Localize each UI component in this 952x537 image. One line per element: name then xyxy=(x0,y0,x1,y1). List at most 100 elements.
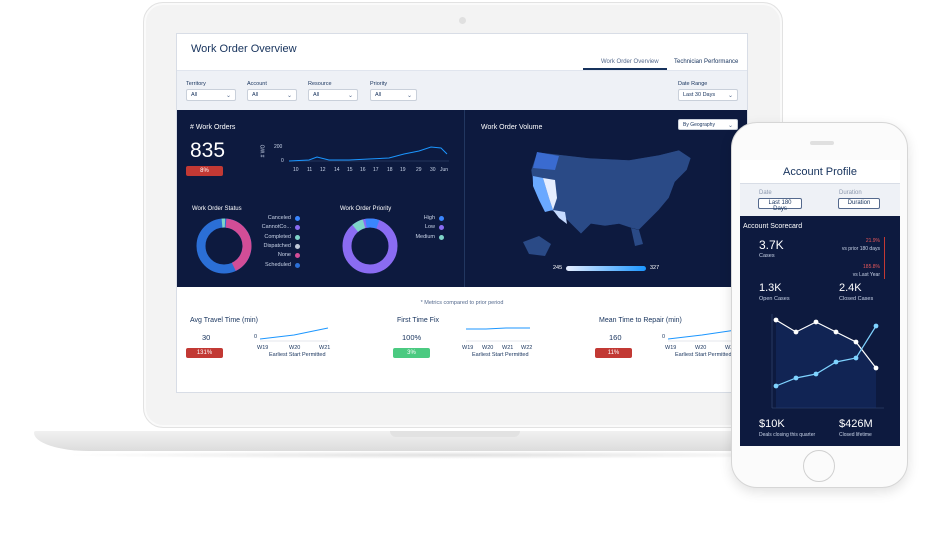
legend-dot xyxy=(439,235,444,240)
filter-territory-select[interactable]: All ⌄ xyxy=(186,89,236,101)
axis-label: # WO xyxy=(260,144,267,158)
filter-resource-select[interactable]: All ⌄ xyxy=(308,89,358,101)
volume-title: Work Order Volume xyxy=(481,124,543,131)
mobile-date-select[interactable]: Last 180 Days xyxy=(758,198,802,212)
mobile-filter-label-date: Date xyxy=(759,190,772,196)
priority-legend-item: High xyxy=(423,215,435,221)
legend-dot xyxy=(295,235,300,240)
filter-label-resource: Resource xyxy=(308,81,332,87)
lifetime-value: $426M xyxy=(839,418,873,430)
kpi-panel: # Work Orders 835 8% # WO 200 0 10 11 12… xyxy=(177,110,747,287)
priority-legend-item: Low xyxy=(424,224,435,230)
x-tick: Jun xyxy=(440,167,449,173)
mobile-title: Account Profile xyxy=(783,166,857,178)
priority-donut-chart xyxy=(342,218,398,274)
metric-value: 100% xyxy=(402,333,422,342)
x-tick: W20 xyxy=(289,345,301,351)
filter-date-range-select[interactable]: Last 30 Days ⌄ xyxy=(678,89,738,101)
metric-caption: Earliest Start Permitted xyxy=(472,352,529,358)
geography-select[interactable]: By Geography ⌄ xyxy=(678,119,738,130)
open-cases-value: 1.3K xyxy=(759,282,782,294)
status-legend-item: Scheduled xyxy=(265,262,291,268)
x-tick: W22 xyxy=(521,345,533,351)
x-tick: W20 xyxy=(695,345,707,351)
laptop-shadow xyxy=(60,451,850,459)
dashboard-screen: Work Order Overview Work Order Overview … xyxy=(176,33,748,393)
cases-label: Cases xyxy=(759,253,775,259)
chevron-down-icon: ⌄ xyxy=(727,93,733,99)
last-year-delta: 185.8% xyxy=(863,264,880,270)
metric-title: Mean Time to Repair (min) xyxy=(599,317,682,324)
x-tick: 29 xyxy=(416,167,422,173)
x-tick: W19 xyxy=(462,345,474,351)
camera-dot xyxy=(459,17,466,24)
closed-cases-value: 2.4K xyxy=(839,282,862,294)
metric-title: Avg Travel Time (min) xyxy=(190,317,258,324)
status-legend-item: CannotCo... xyxy=(261,224,291,230)
metric-badge: 3% xyxy=(393,348,430,358)
filter-value: All xyxy=(191,92,198,98)
metric-value: 160 xyxy=(609,333,622,342)
metric-value: 30 xyxy=(202,333,211,342)
panel-divider xyxy=(464,110,465,287)
legend-dot xyxy=(295,263,300,268)
tab-work-order-overview[interactable]: Work Order Overview xyxy=(601,59,659,65)
filter-label-priority: Priority xyxy=(370,81,388,87)
legend-dot xyxy=(295,216,300,221)
work-orders-badge: 8% xyxy=(186,166,223,176)
phone-home-button[interactable] xyxy=(803,450,835,482)
map-range-min: 245 xyxy=(553,265,563,271)
filter-value: All xyxy=(375,92,382,98)
work-orders-value: 835 xyxy=(190,139,226,162)
metrics-note: * Metrics compared to prior period xyxy=(420,300,504,306)
prior-delta: 21.9% xyxy=(865,238,880,244)
x-tick: 19 xyxy=(400,167,406,173)
delta-bar xyxy=(884,237,885,279)
x-tick: 18 xyxy=(387,167,393,173)
priority-title: Work Order Priority xyxy=(340,206,392,212)
mobile-header: Account Profile xyxy=(740,160,900,184)
metric-sparkline xyxy=(260,327,329,342)
filter-value: All xyxy=(252,92,259,98)
filter-bar: Territory All ⌄ Account All ⌄ Resource All… xyxy=(177,70,747,110)
metrics-panel: * Metrics compared to prior period Avg T… xyxy=(177,287,747,392)
chevron-down-icon: ⌄ xyxy=(347,93,353,99)
account-profile-screen: Account Profile Date Last 180 Days Durat… xyxy=(740,160,900,446)
y-tick: 0 xyxy=(281,158,284,164)
laptop-notch xyxy=(390,431,520,437)
work-orders-line-chart xyxy=(289,146,449,162)
status-legend-item: Dispatched xyxy=(263,243,291,249)
x-tick: W19 xyxy=(665,345,677,351)
status-legend-item: None xyxy=(277,252,291,258)
filter-account-select[interactable]: All ⌄ xyxy=(247,89,297,101)
us-choropleth-map xyxy=(523,149,692,256)
work-orders-title: # Work Orders xyxy=(190,124,236,131)
mobile-filter-label-duration: Duration xyxy=(839,190,862,196)
status-legend-item: Canceled xyxy=(267,215,291,221)
open-cases-label: Open Cases xyxy=(759,296,790,302)
filter-label-date-range: Date Range xyxy=(678,81,708,87)
x-tick: W20 xyxy=(482,345,494,351)
priority-legend-item: Medium xyxy=(415,234,435,240)
filter-value: All xyxy=(313,92,320,98)
legend-dot xyxy=(295,244,300,249)
metric-badge: 131% xyxy=(186,348,223,358)
legend-dot xyxy=(295,225,300,230)
metric-zero: 0 xyxy=(254,334,258,340)
x-tick: 10 xyxy=(293,167,299,173)
x-tick: 30 xyxy=(430,167,436,173)
x-tick: W19 xyxy=(257,345,269,351)
map-color-scale xyxy=(566,266,646,271)
legend-dot xyxy=(295,253,300,258)
closed-cases-label: Closed Cases xyxy=(839,296,874,302)
mobile-duration-select[interactable]: Duration xyxy=(838,198,880,209)
tab-technician-performance[interactable]: Technician Performance xyxy=(674,59,739,65)
lifetime-label: Closed lifetime xyxy=(839,432,872,438)
cases-trend-chart xyxy=(771,314,884,409)
x-tick: 14 xyxy=(334,167,340,173)
dashboard-header: Work Order Overview Work Order Overview … xyxy=(177,34,747,70)
filter-priority-select[interactable]: All ⌄ xyxy=(370,89,417,101)
x-tick: 12 xyxy=(320,167,326,173)
x-tick: 15 xyxy=(347,167,353,173)
deals-label: Deals closing this quarter xyxy=(759,432,816,438)
